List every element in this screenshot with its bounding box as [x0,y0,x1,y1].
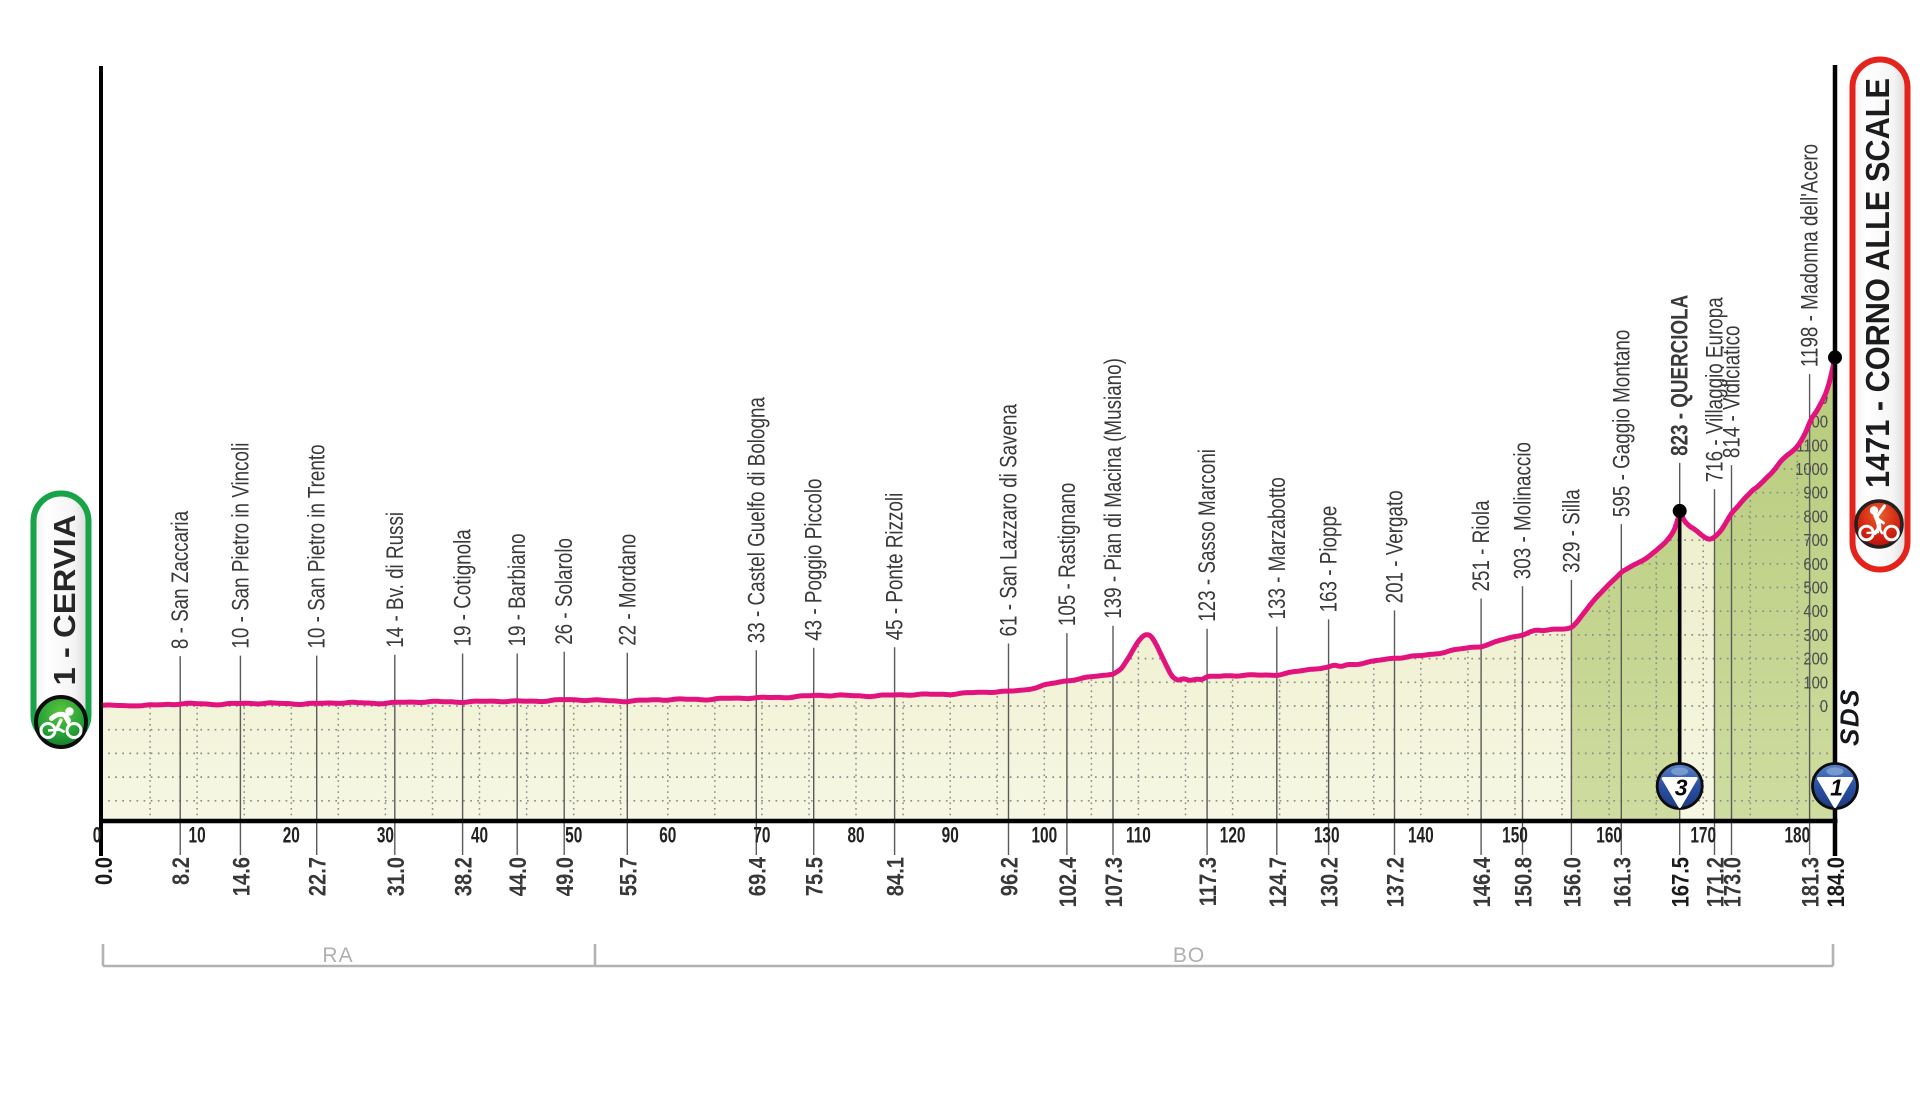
svg-text:49.0: 49.0 [552,857,579,896]
svg-text:107.3: 107.3 [1101,857,1128,907]
svg-text:3: 3 [1675,775,1688,801]
svg-text:1471 - CORNO ALLE SCALE: 1471 - CORNO ALLE SCALE [1859,78,1896,488]
svg-text:173.0: 173.0 [1720,857,1747,907]
svg-text:RA: RA [322,944,353,967]
svg-text:500: 500 [1803,578,1828,598]
svg-text:800: 800 [1803,506,1828,526]
svg-text:161.3: 161.3 [1609,857,1636,907]
svg-text:90: 90 [942,823,959,848]
svg-text:160: 160 [1596,823,1622,848]
svg-text:0: 0 [93,823,102,848]
svg-text:123 - Sasso Marconi: 123 - Sasso Marconi [1194,449,1221,622]
svg-text:300: 300 [1803,625,1828,645]
svg-text:823 - QUERCIOLA: 823 - QUERCIOLA [1667,294,1694,455]
svg-text:200: 200 [1803,649,1828,669]
svg-text:50: 50 [565,823,582,848]
svg-text:120: 120 [1220,823,1246,848]
svg-text:117.3: 117.3 [1195,857,1222,906]
svg-text:124.7: 124.7 [1265,857,1292,907]
svg-text:201 - Vergato: 201 - Vergato [1382,490,1409,603]
svg-text:595 - Gaggio Montano: 595 - Gaggio Montano [1608,330,1635,518]
svg-text:40: 40 [471,823,488,848]
svg-text:0: 0 [1820,696,1828,716]
svg-text:20: 20 [283,823,300,848]
svg-text:33 - Castel Guelfo di Bologna: 33 - Castel Guelfo di Bologna [743,397,770,643]
svg-text:45 - Ponte Rizzoli: 45 - Ponte Rizzoli [882,493,909,641]
svg-text:130.2: 130.2 [1317,857,1344,907]
svg-text:60: 60 [659,823,676,848]
svg-text:22.7: 22.7 [305,857,332,896]
svg-text:10: 10 [189,823,206,848]
svg-text:22 - Mordano: 22 - Mordano [614,534,641,646]
svg-text:80: 80 [847,823,864,848]
svg-text:31.0: 31.0 [383,857,410,896]
svg-text:19 - Cotignola: 19 - Cotignola [450,529,477,647]
svg-text:184.0: 184.0 [1823,857,1850,907]
svg-text:329 - Silla: 329 - Silla [1558,489,1585,573]
svg-text:1198 - Madonna dell'Acero: 1198 - Madonna dell'Acero [1797,144,1824,367]
svg-text:700: 700 [1803,530,1828,550]
svg-text:146.4: 146.4 [1469,856,1496,907]
svg-text:163 - Pioppe: 163 - Pioppe [1316,506,1343,613]
svg-text:140: 140 [1408,823,1434,848]
svg-text:600: 600 [1803,554,1828,574]
svg-text:102.4: 102.4 [1055,856,1082,907]
svg-text:900: 900 [1803,483,1828,503]
svg-text:44.0: 44.0 [505,857,532,896]
svg-text:8.2: 8.2 [168,857,195,885]
svg-text:55.7: 55.7 [615,857,642,896]
svg-text:1000: 1000 [1795,459,1828,479]
svg-text:133 - Marzabotto: 133 - Marzabotto [1264,477,1291,619]
svg-text:181.3: 181.3 [1798,857,1825,907]
svg-text:84.1: 84.1 [883,857,910,896]
svg-text:10 - San Pietro in Trento: 10 - San Pietro in Trento [304,444,331,648]
svg-text:110: 110 [1126,823,1151,848]
svg-text:0.0: 0.0 [91,857,118,885]
svg-text:SDS: SDS [1835,688,1865,746]
svg-text:251 - Riola: 251 - Riola [1468,500,1495,591]
svg-text:180: 180 [1784,823,1810,848]
svg-text:100: 100 [1031,823,1057,848]
svg-text:38.2: 38.2 [451,857,478,896]
svg-text:70: 70 [753,823,770,848]
svg-text:14.6: 14.6 [228,857,255,896]
svg-text:10 - San Pietro in Vincoli: 10 - San Pietro in Vincoli [227,443,254,649]
svg-text:1: 1 [1830,775,1843,801]
svg-text:105 - Rastignano: 105 - Rastignano [1054,483,1081,627]
svg-text:14 - Bv. di Russi: 14 - Bv. di Russi [382,512,409,648]
svg-text:167.5: 167.5 [1668,857,1695,907]
svg-text:30: 30 [377,823,394,848]
svg-text:814 - Vidiciatico: 814 - Vidiciatico [1719,326,1746,459]
svg-text:156.0: 156.0 [1559,857,1586,907]
svg-text:170: 170 [1690,823,1716,848]
svg-text:69.4: 69.4 [744,856,771,896]
svg-text:96.2: 96.2 [997,857,1024,896]
svg-text:716 - Villaggio Europa: 716 - Villaggio Europa [1702,297,1729,482]
svg-text:150: 150 [1502,823,1528,848]
svg-text:303 - Molinaccio: 303 - Molinaccio [1510,442,1537,579]
svg-text:BO: BO [1173,944,1205,967]
svg-text:100: 100 [1803,672,1828,692]
svg-text:400: 400 [1803,601,1828,621]
svg-text:19 - Barbiano: 19 - Barbiano [504,533,531,646]
svg-text:1 - CERVIA: 1 - CERVIA [47,515,82,686]
svg-text:61 - San Lazzaro di Savena: 61 - San Lazzaro di Savena [996,404,1023,637]
svg-text:150.8: 150.8 [1511,857,1538,907]
svg-text:130: 130 [1314,823,1340,848]
svg-text:8 - San Zaccaria: 8 - San Zaccaria [167,511,194,649]
svg-text:137.2: 137.2 [1383,857,1410,907]
svg-text:171.2: 171.2 [1703,857,1730,907]
svg-text:43 - Poggio Piccolo: 43 - Poggio Piccolo [801,479,828,641]
svg-text:75.5: 75.5 [802,857,829,896]
svg-text:26 - Solarolo: 26 - Solarolo [551,538,578,645]
svg-text:139 - Pian di Macina (Musiano): 139 - Pian di Macina (Musiano) [1100,358,1127,619]
